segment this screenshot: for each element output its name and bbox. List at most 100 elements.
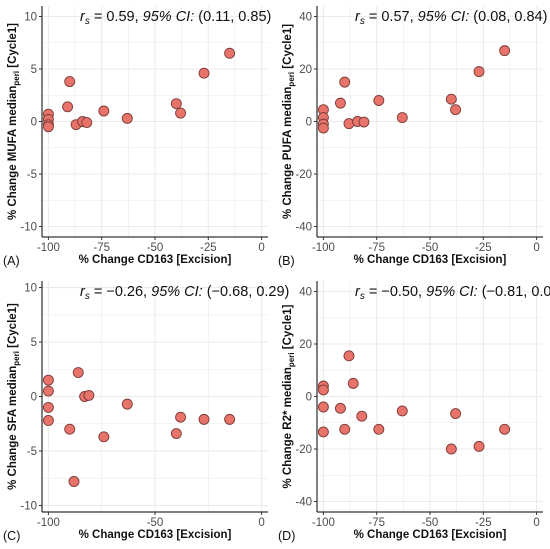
x-tick-label: -75 [368, 242, 385, 254]
x-tick-label: -25 [475, 242, 492, 254]
panel-label: (D) [278, 529, 295, 543]
x-axis-title: % Change CD163 [Excision] [79, 529, 232, 541]
data-point [98, 431, 110, 443]
x-tick-label: -75 [93, 242, 110, 254]
x-tick-label: -25 [200, 242, 217, 254]
y-tick-label: -20 [295, 444, 312, 456]
data-point [445, 93, 457, 105]
y-tick-label: 5 [31, 337, 37, 349]
data-point [317, 122, 329, 134]
x-tick-label: 0 [258, 517, 264, 529]
y-axis-title: % Change MUFA medianperi [Cycle1] [7, 23, 21, 220]
correlation-annotation: rs = −0.50, 95% CI: (−0.81, 0.01) [355, 284, 550, 302]
x-tick-label: 0 [533, 242, 539, 254]
data-point [224, 47, 236, 59]
data-point [72, 367, 84, 378]
x-tick-label: -50 [422, 517, 439, 529]
x-tick-label: -50 [422, 242, 439, 254]
data-point [373, 423, 385, 435]
y-tick-label: -40 [295, 497, 312, 509]
x-tick-label: -100 [312, 517, 335, 529]
y-tick-label: 10 [24, 12, 37, 24]
data-point [170, 98, 182, 110]
data-point [170, 428, 182, 439]
data-point [450, 104, 462, 116]
data-point [373, 95, 385, 106]
x-tick-label: -100 [37, 517, 60, 529]
x-tick-label: 0 [258, 242, 264, 254]
y-tick-label: 20 [299, 339, 312, 351]
data-point [175, 411, 187, 423]
data-point [83, 389, 95, 401]
y-axis-title: % Change PUFA medianperi [Cycle1] [282, 24, 296, 219]
panel-label: (B) [278, 254, 295, 268]
data-point [445, 443, 457, 455]
data-point [81, 117, 93, 129]
data-point [499, 45, 511, 57]
data-point [343, 350, 355, 362]
y-tick-label: -5 [27, 169, 37, 181]
data-point [42, 374, 54, 386]
data-point [198, 67, 210, 79]
data-point [358, 116, 370, 128]
data-point [64, 423, 76, 435]
y-tick-label: 40 [299, 12, 312, 24]
data-point [347, 377, 359, 389]
y-tick-label: -10 [20, 222, 37, 234]
data-point [335, 97, 346, 109]
data-point [42, 415, 54, 426]
x-axis-title: % Change CD163 [Excision] [79, 254, 232, 266]
correlation-annotation: rs = 0.59, 95% CI: (0.11, 0.85) [80, 9, 271, 27]
correlation-annotation: rs = 0.57, 95% CI: (0.08, 0.84) [355, 9, 547, 27]
y-tick-label: -5 [27, 446, 37, 458]
x-tick-label: -50 [147, 242, 164, 254]
y-tick-label: 40 [299, 287, 312, 299]
x-axis-title: % Change CD163 [Excision] [354, 254, 507, 266]
data-point [42, 121, 54, 133]
correlation-annotation: rs = −0.26, 95% CI: (−0.68, 0.29) [80, 284, 289, 302]
data-point [450, 408, 462, 420]
data-point [339, 76, 351, 88]
data-point [317, 384, 329, 396]
data-point [175, 107, 187, 119]
panel-d: -40 -20 0 20 40 -100 -75 -50 -25 0 rs = −0.50, 95%… [278, 281, 550, 543]
data-point [68, 476, 80, 487]
data-point [473, 440, 485, 452]
x-tick-label: 0 [533, 517, 539, 529]
x-tick-label: -100 [37, 242, 60, 254]
data-point [121, 112, 133, 124]
data-point [62, 101, 74, 113]
data-point [198, 413, 210, 425]
y-tick-label: 0 [31, 392, 37, 404]
data-point [339, 423, 351, 435]
data-point [42, 385, 54, 397]
y-tick-label: -10 [20, 500, 37, 512]
data-point [335, 402, 346, 414]
data-point [396, 112, 408, 124]
data-point [317, 401, 329, 413]
data-point [64, 76, 76, 88]
y-tick-label: 0 [31, 117, 37, 129]
data-point [121, 398, 133, 410]
x-tick-label: -25 [475, 517, 492, 529]
data-point [356, 410, 368, 422]
x-axis-title: % Change CD163 [Excision] [354, 529, 507, 541]
data-point [396, 405, 408, 417]
y-axis-title: % Change SFA medianperi [Cycle1] [7, 303, 21, 490]
data-point [473, 66, 485, 78]
y-tick-label: 0 [306, 392, 312, 404]
y-tick-label: -40 [295, 222, 312, 234]
y-tick-label: 5 [31, 64, 37, 76]
y-tick-label: 10 [24, 283, 37, 295]
x-tick-label: -75 [368, 517, 385, 529]
panel-label: (A) [3, 254, 20, 268]
panel-label: (C) [3, 529, 20, 543]
x-tick-label: -50 [147, 517, 164, 529]
data-point [98, 105, 110, 117]
data-point [42, 401, 54, 413]
y-axis-title: % Change R2* medianperi [Cycle1] [282, 304, 296, 488]
data-point [224, 413, 236, 425]
data-point [317, 426, 329, 438]
